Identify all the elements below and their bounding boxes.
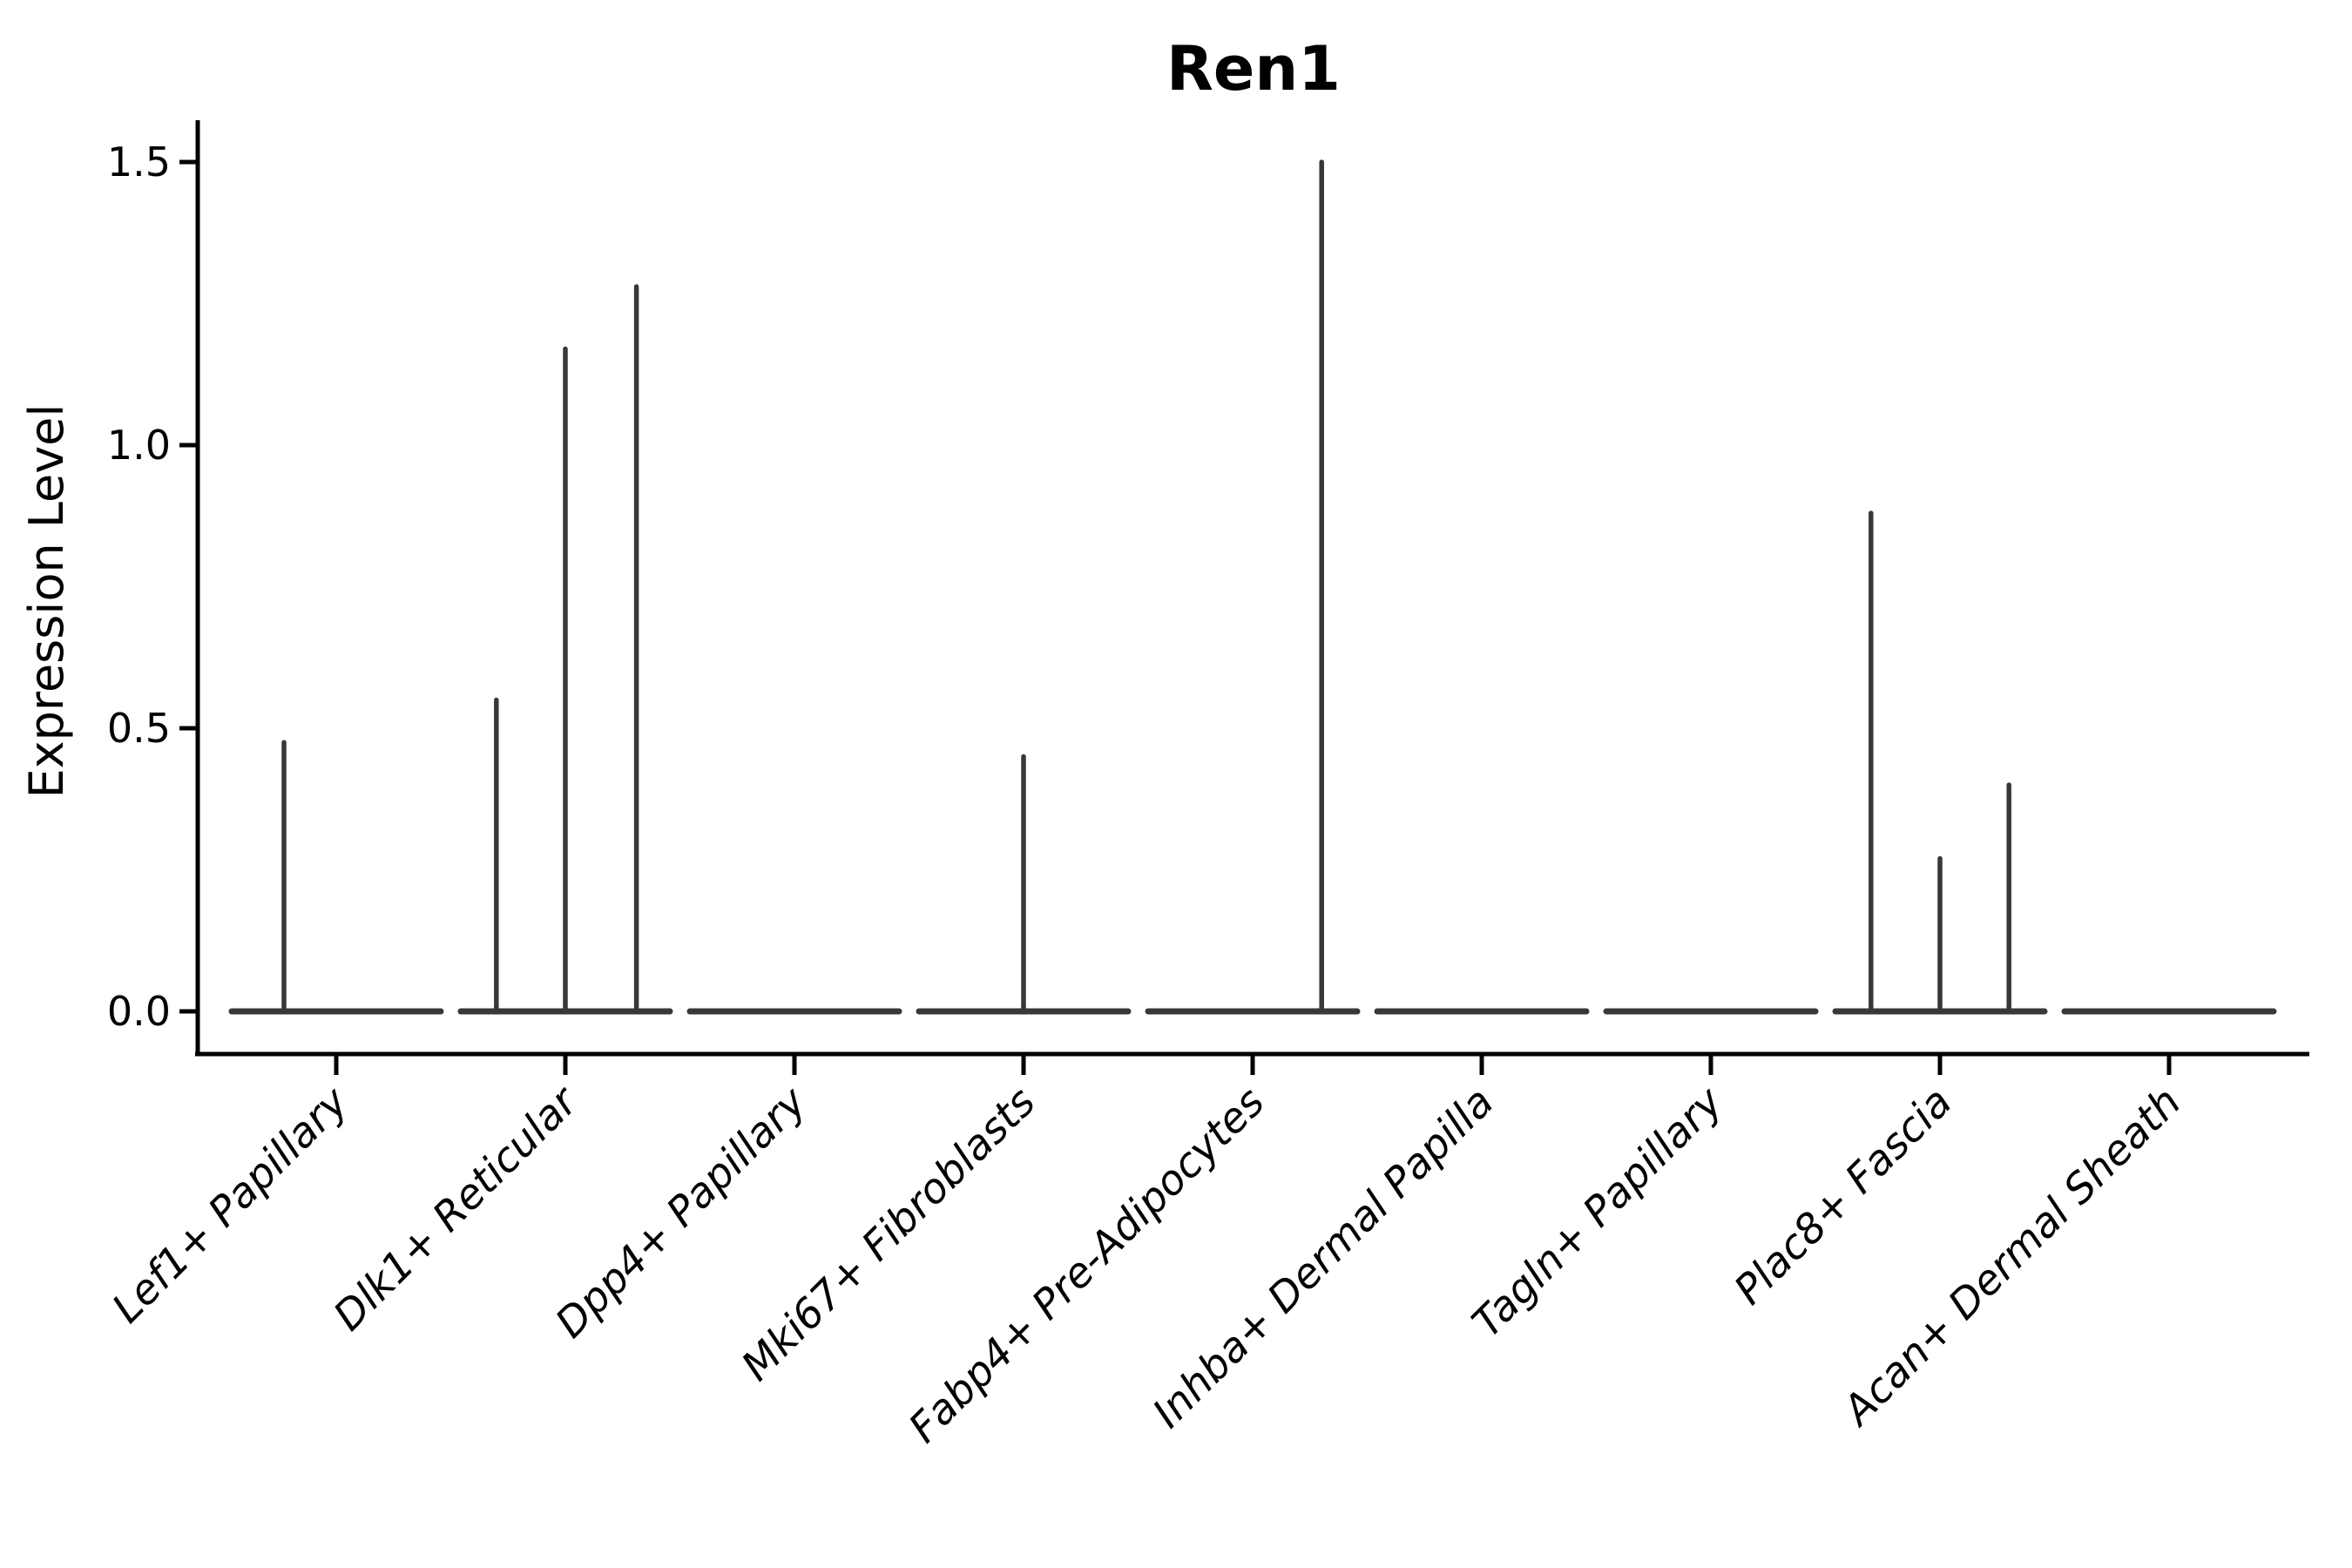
y-tick-label: 1.5 [107,139,171,186]
x-tick-label: Plac8+ Fascia [1725,1078,1961,1315]
x-tick-label: Dlk1+ Reticular [325,1077,589,1341]
y-tick-label: 0.0 [107,988,171,1035]
y-tick-label: 0.5 [107,705,171,752]
x-tick-label: Lef1+ Papillary [103,1078,358,1333]
y-tick-label: 1.0 [107,422,171,469]
y-axis-label: Expression Level [19,404,74,799]
chart-title: Ren1 [1166,33,1341,105]
x-tick-label: Dpp4+ Papillary [546,1078,816,1348]
violin-layer [228,159,2277,1015]
x-tick-label: Tagln+ Papillary [1463,1078,1734,1348]
